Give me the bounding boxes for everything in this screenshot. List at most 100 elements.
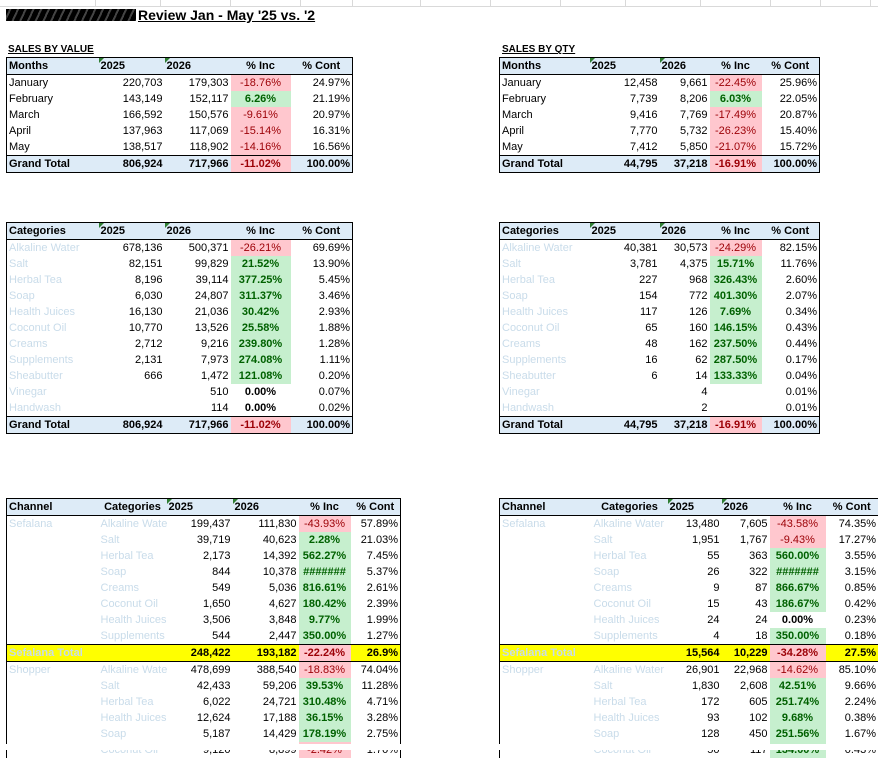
pct-inc[interactable]: 287.50%	[710, 352, 762, 368]
value-2025[interactable]: 26,901	[668, 662, 722, 679]
pct-inc[interactable]: 133.33%	[710, 368, 762, 384]
pct-cont[interactable]: 1.88%	[291, 320, 353, 336]
value-2026[interactable]: 24,721	[233, 694, 299, 710]
pct-inc[interactable]: 237.50%	[710, 336, 762, 352]
value-2026[interactable]: 10,378	[233, 564, 299, 580]
subtotal-category[interactable]	[592, 645, 668, 662]
category-label[interactable]: Health Juices	[99, 612, 167, 628]
header-2026[interactable]: 2026	[660, 58, 710, 75]
pct-inc[interactable]: -22.45%	[710, 75, 762, 92]
header-categories[interactable]: Categories	[99, 499, 167, 516]
row-label[interactable]: Handwash	[500, 400, 590, 417]
pct-inc[interactable]: 0.00%	[231, 400, 291, 417]
channel-label[interactable]: Sefalana	[7, 516, 99, 533]
value-2026[interactable]: 14	[660, 368, 710, 384]
value-2026[interactable]: 21,036	[165, 304, 231, 320]
value-2026[interactable]: 160	[660, 320, 710, 336]
header-2026[interactable]: 2026	[722, 499, 770, 516]
pct-inc[interactable]: 866.67%	[770, 580, 826, 596]
value-2026[interactable]: 7,769	[660, 107, 710, 123]
pct-inc[interactable]: 30.42%	[231, 304, 291, 320]
pct-cont[interactable]: 0.23%	[826, 612, 878, 628]
pct-inc[interactable]	[710, 400, 762, 417]
pct-inc[interactable]: -43.58%	[770, 516, 826, 533]
value-2025[interactable]: 1,951	[668, 532, 722, 548]
pct-cont[interactable]: 11.28%	[351, 678, 401, 694]
total-pct-cont[interactable]: 100.00%	[762, 156, 820, 173]
pct-cont[interactable]: 20.97%	[291, 107, 353, 123]
category-label[interactable]: Alkaline Water	[99, 662, 167, 679]
value-2025[interactable]: 117	[590, 304, 660, 320]
subtotal-pct-cont[interactable]: 27.5%	[826, 645, 878, 662]
pct-inc[interactable]: 274.08%	[231, 352, 291, 368]
pct-cont[interactable]: 7.45%	[351, 548, 401, 564]
subtotal-label[interactable]: Sefalana Total	[7, 645, 99, 662]
row-label[interactable]: Creams	[7, 336, 99, 352]
pct-cont[interactable]: 0.01%	[762, 384, 820, 400]
category-label[interactable]: Soap	[592, 726, 668, 742]
total-2026[interactable]: 717,966	[165, 156, 231, 173]
value-2025[interactable]: 42,433	[167, 678, 233, 694]
row-label[interactable]: April	[7, 123, 99, 139]
pct-inc[interactable]: -17.49%	[710, 107, 762, 123]
pct-cont[interactable]: 3.55%	[826, 548, 878, 564]
channel-label[interactable]	[7, 564, 99, 580]
value-2026[interactable]: 43	[722, 596, 770, 612]
value-2025[interactable]: 40,381	[590, 240, 660, 257]
value-2026[interactable]: 59,206	[233, 678, 299, 694]
category-label[interactable]: Herbal Tea	[592, 548, 668, 564]
row-label[interactable]: May	[7, 139, 99, 156]
pct-inc[interactable]: 39.53%	[299, 678, 351, 694]
pct-cont[interactable]: 2.60%	[762, 272, 820, 288]
pct-inc[interactable]: 186.67%	[770, 596, 826, 612]
total-label[interactable]: Grand Total	[500, 417, 590, 434]
value-2026[interactable]: 40,623	[233, 532, 299, 548]
pct-inc[interactable]: #######	[299, 564, 351, 580]
value-2026[interactable]: 152,117	[165, 91, 231, 107]
pct-cont[interactable]: 22.05%	[762, 91, 820, 107]
channel-label[interactable]	[7, 726, 99, 742]
channel-label[interactable]	[7, 580, 99, 596]
row-label[interactable]: March	[500, 107, 590, 123]
channel-label[interactable]	[500, 612, 592, 628]
row-label[interactable]: Salt	[7, 256, 99, 272]
pct-inc[interactable]: 326.43%	[710, 272, 762, 288]
pct-inc[interactable]: 21.52%	[231, 256, 291, 272]
value-2025[interactable]: 3,781	[590, 256, 660, 272]
pct-cont[interactable]: 74.35%	[826, 516, 878, 533]
category-label[interactable]: Salt	[592, 532, 668, 548]
value-2026[interactable]: 9,216	[165, 336, 231, 352]
header-cont[interactable]: % Cont	[762, 223, 820, 240]
value-2025[interactable]: 9	[668, 580, 722, 596]
subtotal-2025[interactable]: 15,564	[668, 645, 722, 662]
header-months[interactable]: Months	[500, 58, 590, 75]
pct-cont[interactable]: 0.04%	[762, 368, 820, 384]
channel-label[interactable]: Sefalana	[500, 516, 592, 533]
pct-cont[interactable]: 0.44%	[762, 336, 820, 352]
pct-inc[interactable]: -26.23%	[710, 123, 762, 139]
value-2025[interactable]: 13,480	[668, 516, 722, 533]
category-label[interactable]: Creams	[99, 580, 167, 596]
total-pct-cont[interactable]: 100.00%	[291, 156, 353, 173]
pct-cont[interactable]: 0.34%	[762, 304, 820, 320]
pct-cont[interactable]: 24.97%	[291, 75, 353, 92]
pct-cont[interactable]: 82.15%	[762, 240, 820, 257]
row-label[interactable]: Sheabutter	[7, 368, 99, 384]
pct-cont[interactable]: 21.03%	[351, 532, 401, 548]
total-2025[interactable]: 806,924	[99, 417, 165, 434]
header-channel[interactable]: Channel	[7, 499, 99, 516]
header-2025[interactable]: 2025	[99, 223, 165, 240]
channel-label[interactable]	[500, 580, 592, 596]
value-2025[interactable]: 26	[668, 564, 722, 580]
pct-inc[interactable]: -18.76%	[231, 75, 291, 92]
channel-label[interactable]	[500, 564, 592, 580]
pct-inc[interactable]: 350.00%	[299, 628, 351, 645]
value-2025[interactable]: 2,712	[99, 336, 165, 352]
value-2026[interactable]: 150,576	[165, 107, 231, 123]
pct-cont[interactable]: 1.67%	[826, 726, 878, 742]
value-2025[interactable]: 549	[167, 580, 233, 596]
pct-inc[interactable]: -15.14%	[231, 123, 291, 139]
row-label[interactable]: March	[7, 107, 99, 123]
pct-cont[interactable]: 2.93%	[291, 304, 353, 320]
channel-label[interactable]	[7, 548, 99, 564]
